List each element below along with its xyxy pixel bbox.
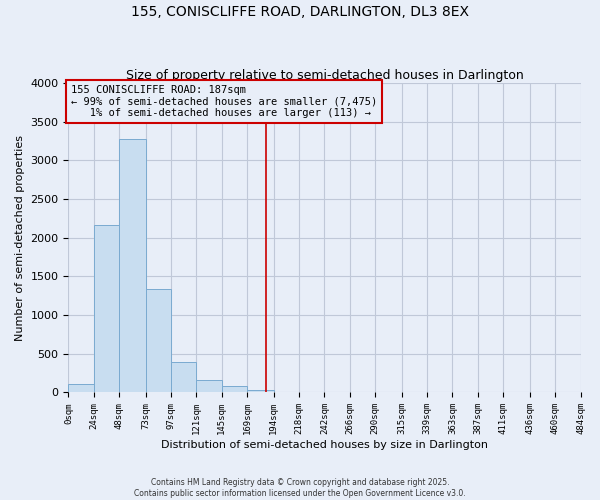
Bar	[68, 384, 94, 392]
Text: Contains HM Land Registry data © Crown copyright and database right 2025.
Contai: Contains HM Land Registry data © Crown c…	[134, 478, 466, 498]
Bar	[247, 390, 274, 392]
Bar	[222, 386, 247, 392]
Title: Size of property relative to semi-detached houses in Darlington: Size of property relative to semi-detach…	[125, 69, 523, 82]
Bar	[94, 224, 119, 392]
Bar	[171, 362, 196, 392]
Bar	[146, 289, 171, 393]
Bar	[119, 139, 146, 392]
Bar	[196, 380, 222, 392]
Y-axis label: Number of semi-detached properties: Number of semi-detached properties	[15, 135, 25, 341]
Text: 155 CONISCLIFFE ROAD: 187sqm
← 99% of semi-detached houses are smaller (7,475)
 : 155 CONISCLIFFE ROAD: 187sqm ← 99% of se…	[71, 84, 377, 118]
Text: 155, CONISCLIFFE ROAD, DARLINGTON, DL3 8EX: 155, CONISCLIFFE ROAD, DARLINGTON, DL3 8…	[131, 5, 469, 19]
X-axis label: Distribution of semi-detached houses by size in Darlington: Distribution of semi-detached houses by …	[161, 440, 488, 450]
